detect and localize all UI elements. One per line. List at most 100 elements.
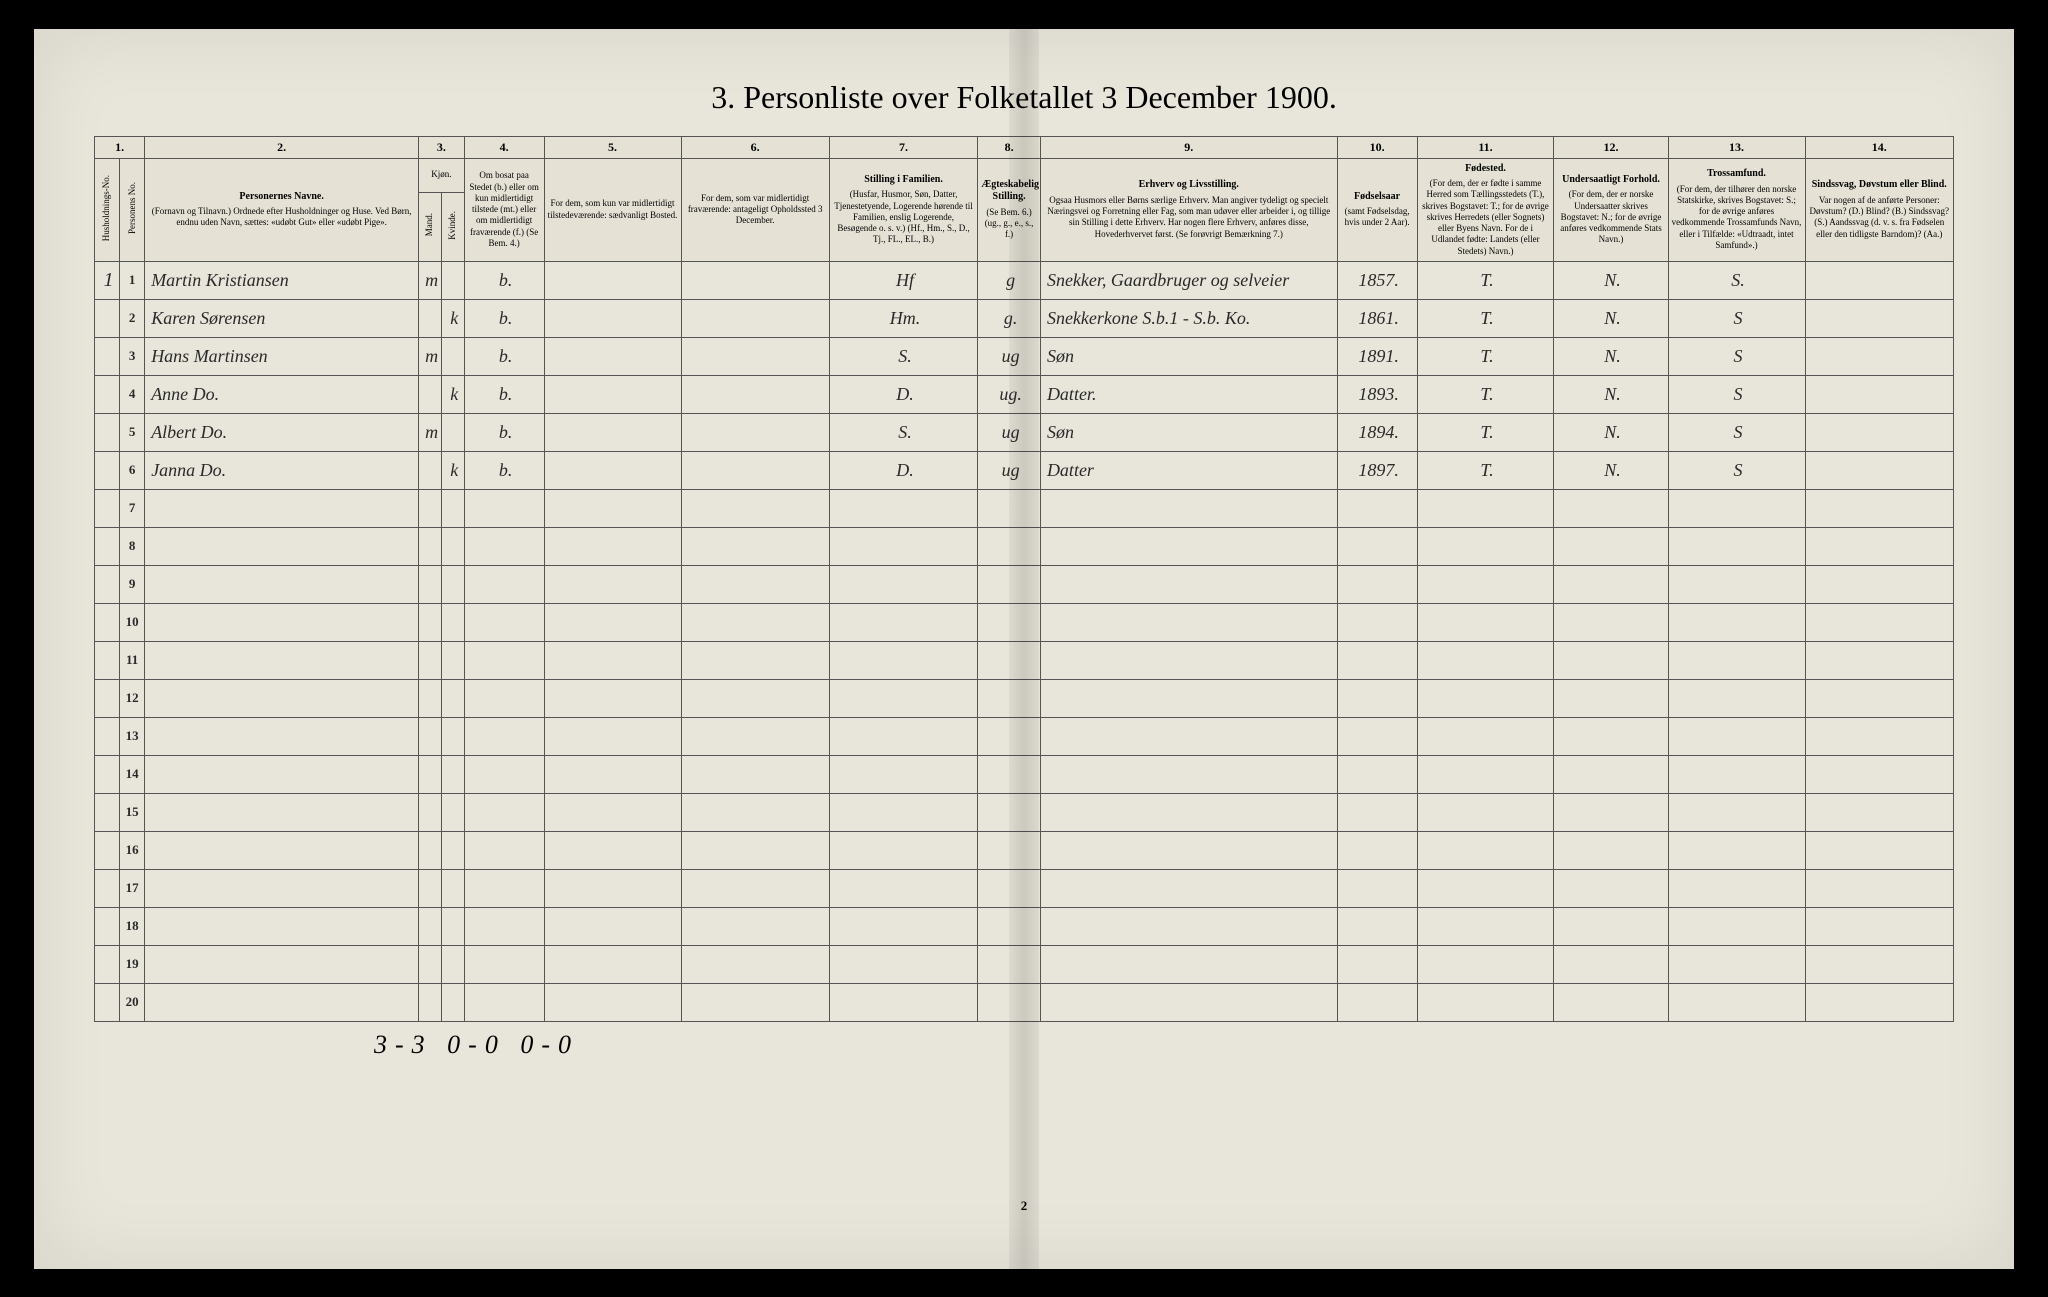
cell <box>464 679 544 717</box>
cell <box>1417 831 1554 869</box>
cell <box>95 299 120 337</box>
cell: 20 <box>120 983 145 1021</box>
cell <box>978 603 1041 641</box>
cell <box>1040 603 1337 641</box>
cell <box>1668 527 1805 565</box>
cell <box>145 945 419 983</box>
cell: b. <box>464 299 544 337</box>
cell <box>464 983 544 1021</box>
cell <box>829 869 977 907</box>
colnum-4: 4. <box>464 136 544 158</box>
colnum-5: 5. <box>544 136 681 158</box>
cell <box>1337 489 1417 527</box>
colnum-7: 7. <box>829 136 977 158</box>
cell <box>1805 641 1954 679</box>
cell <box>1417 527 1554 565</box>
cell <box>441 641 464 679</box>
cell: ug <box>978 337 1041 375</box>
cell <box>544 983 681 1021</box>
cell <box>1805 717 1954 755</box>
cell: N. <box>1554 451 1668 489</box>
cell <box>95 717 120 755</box>
cell <box>441 831 464 869</box>
cell <box>145 527 419 565</box>
cell: Martin Kristiansen <box>145 261 419 299</box>
cell <box>1554 831 1668 869</box>
cell <box>1668 489 1805 527</box>
h-female: Kvinde. <box>441 192 464 261</box>
cell <box>681 755 829 793</box>
h-nationality: Undersaatligt Forhold.(For dem, der er n… <box>1554 158 1668 261</box>
cell <box>145 907 419 945</box>
cell <box>681 717 829 755</box>
colnum-9: 9. <box>1040 136 1337 158</box>
cell: 16 <box>120 831 145 869</box>
cell <box>681 831 829 869</box>
cell <box>464 565 544 603</box>
h-birthyear: Fødselsaar(samt Fødselsdag, hvis under 2… <box>1337 158 1417 261</box>
cell: b. <box>464 413 544 451</box>
cell: S. <box>1668 261 1805 299</box>
cell <box>1805 831 1954 869</box>
table-row: 20 <box>95 983 1954 1021</box>
cell <box>1805 413 1954 451</box>
cell: Hm. <box>829 299 977 337</box>
cell <box>419 983 442 1021</box>
cell <box>441 945 464 983</box>
cell <box>978 641 1041 679</box>
cell <box>441 755 464 793</box>
cell <box>681 945 829 983</box>
table-row: 7 <box>95 489 1954 527</box>
cell <box>1040 565 1337 603</box>
cell: T. <box>1417 261 1554 299</box>
table-row: 10 <box>95 603 1954 641</box>
cell <box>1554 793 1668 831</box>
cell <box>464 489 544 527</box>
cell <box>464 831 544 869</box>
cell <box>1417 603 1554 641</box>
cell <box>544 641 681 679</box>
cell <box>464 907 544 945</box>
cell: 1891. <box>1337 337 1417 375</box>
cell <box>1805 679 1954 717</box>
cell <box>978 755 1041 793</box>
cell <box>978 527 1041 565</box>
cell: Søn <box>1040 337 1337 375</box>
cell <box>681 375 829 413</box>
cell <box>1805 793 1954 831</box>
cell <box>1040 831 1337 869</box>
cell: S <box>1668 413 1805 451</box>
cell <box>544 831 681 869</box>
cell: 14 <box>120 755 145 793</box>
cell <box>464 793 544 831</box>
cell <box>464 603 544 641</box>
cell <box>829 679 977 717</box>
cell <box>1417 679 1554 717</box>
cell <box>1417 983 1554 1021</box>
cell: Anne Do. <box>145 375 419 413</box>
cell: b. <box>464 261 544 299</box>
cell <box>829 527 977 565</box>
cell <box>464 527 544 565</box>
cell <box>681 413 829 451</box>
h-disability: Sindssvag, Døvstum eller Blind.Var nogen… <box>1805 158 1954 261</box>
cell <box>419 755 442 793</box>
cell <box>1040 641 1337 679</box>
cell <box>829 717 977 755</box>
cell <box>1417 755 1554 793</box>
cell <box>544 337 681 375</box>
cell: T. <box>1417 451 1554 489</box>
cell: S <box>1668 299 1805 337</box>
cell <box>464 869 544 907</box>
cell <box>829 565 977 603</box>
cell <box>1040 983 1337 1021</box>
cell <box>1417 869 1554 907</box>
cell <box>95 793 120 831</box>
cell <box>419 603 442 641</box>
cell: N. <box>1554 413 1668 451</box>
cell: 4 <box>120 375 145 413</box>
h-household-no: Husholdnings-No. <box>95 158 120 261</box>
cell <box>441 793 464 831</box>
colnum-2: 2. <box>145 136 419 158</box>
table-row: 2Karen Sørensenkb.Hm.g.Snekkerkone S.b.1… <box>95 299 1954 337</box>
